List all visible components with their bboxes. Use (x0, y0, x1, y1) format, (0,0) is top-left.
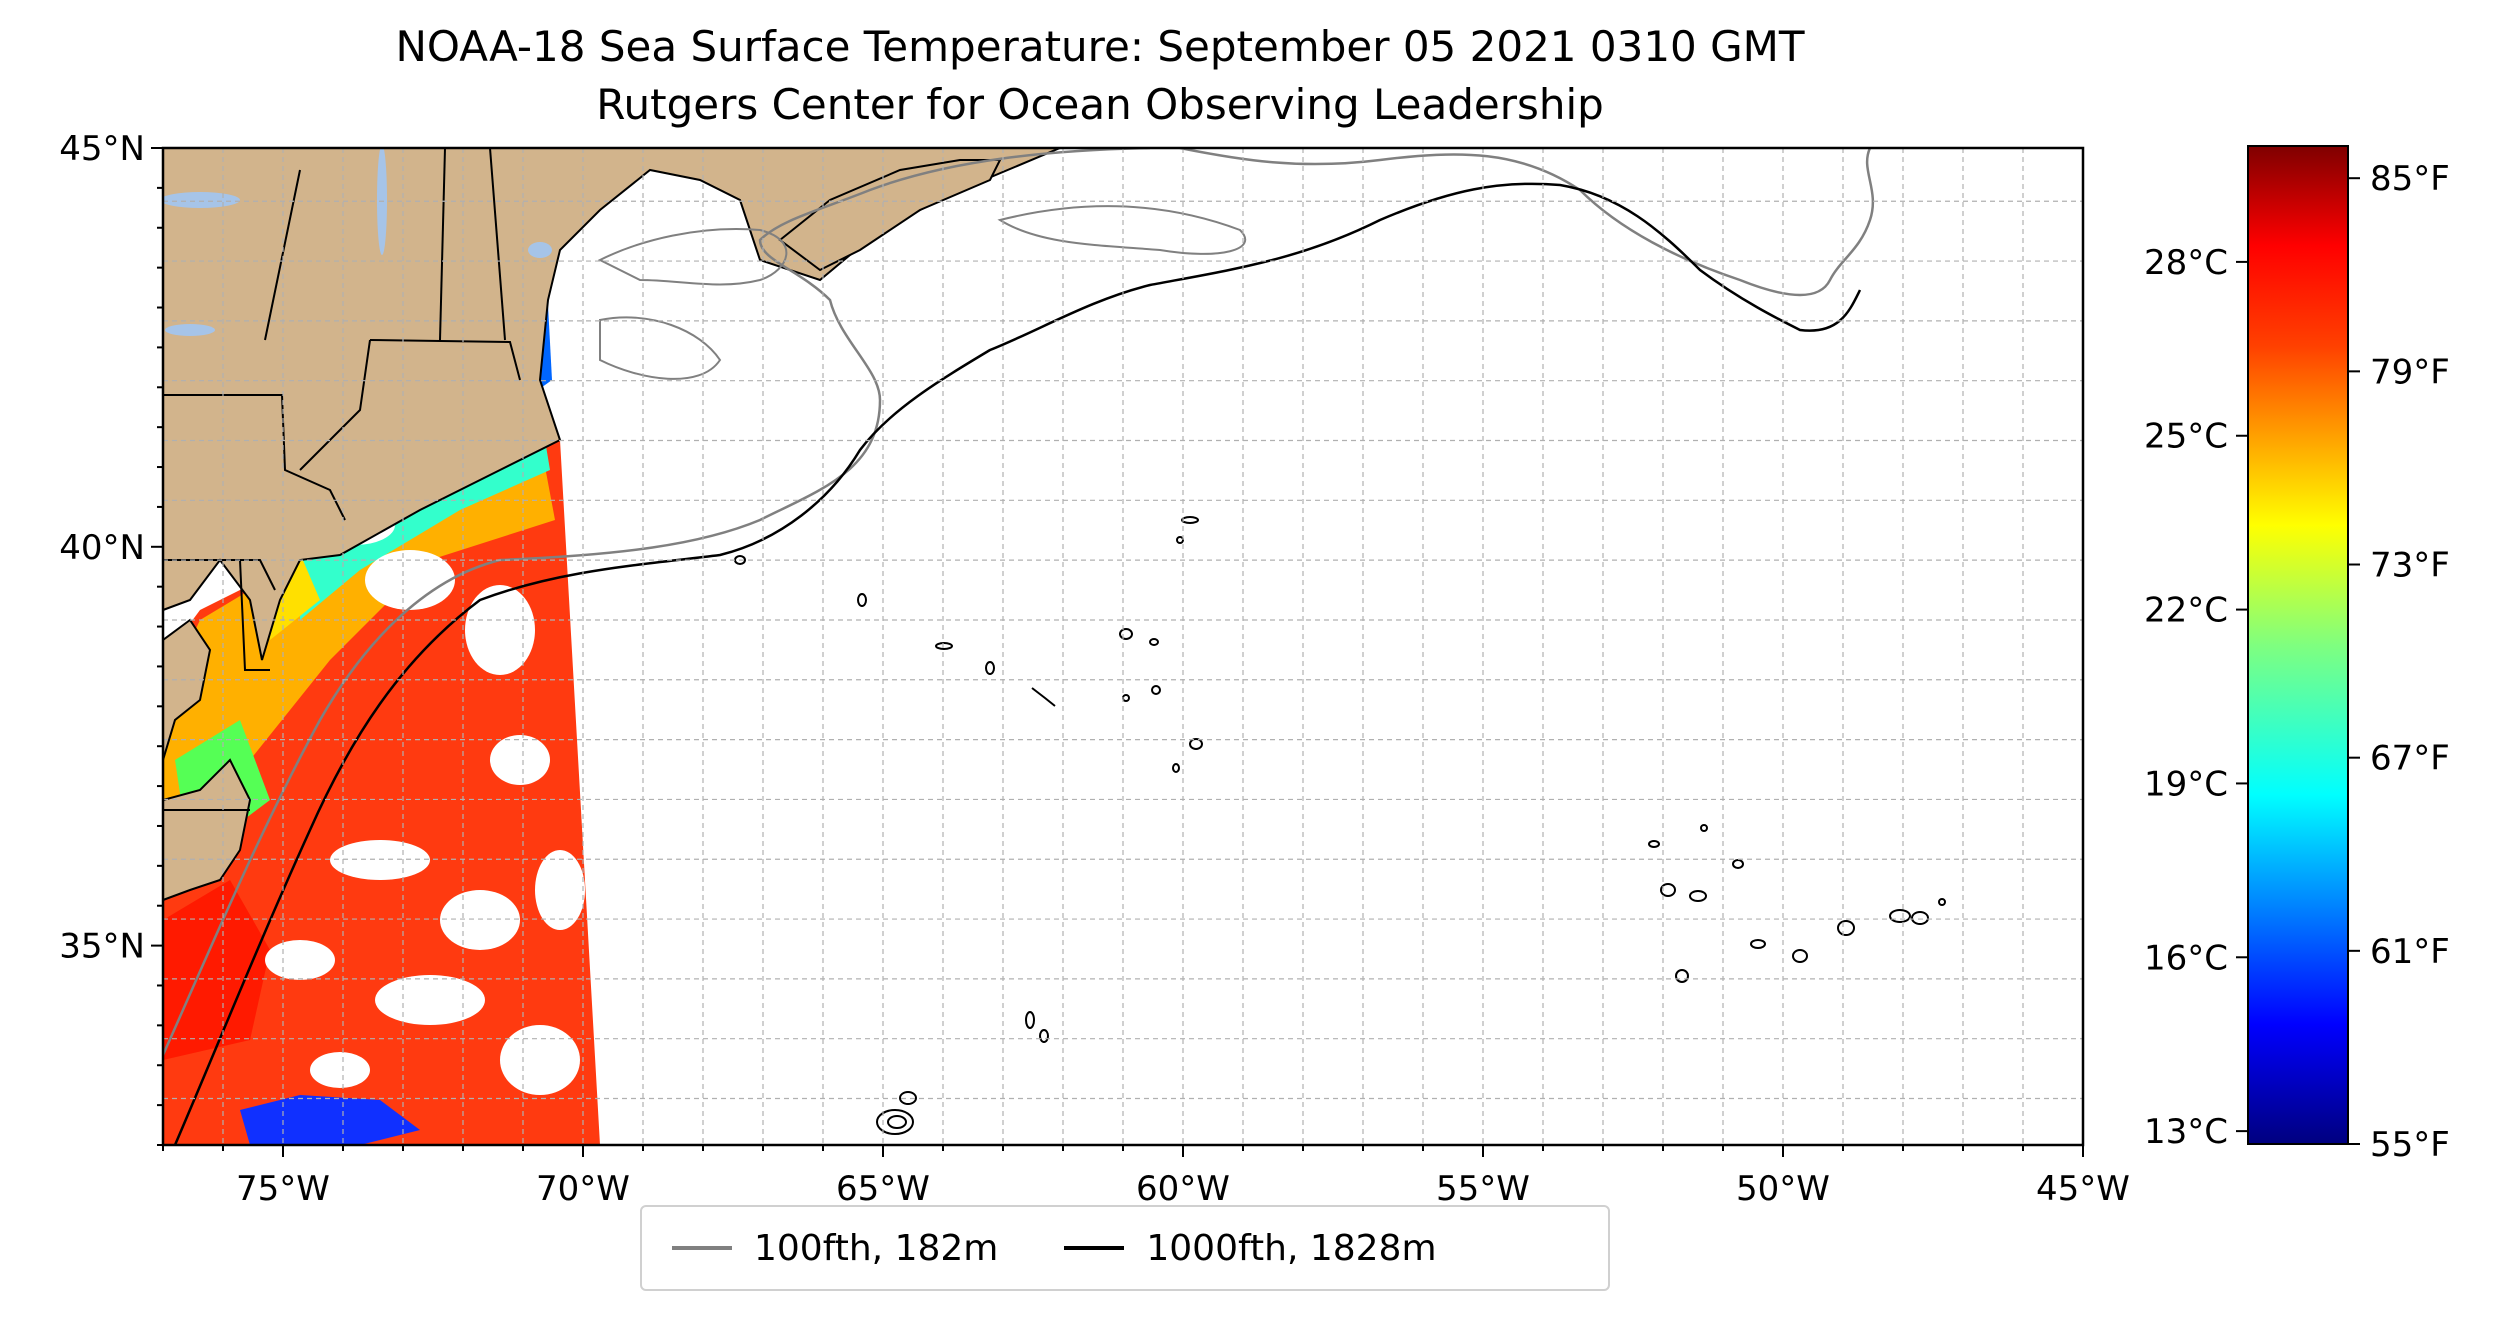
lon-tick-label: 75°W (236, 1169, 330, 1209)
colorbar-fahrenheit-label: 85°F (2370, 159, 2450, 199)
colorbar-fahrenheit-label: 61°F (2370, 932, 2450, 972)
legend-item-1000fth: 1000fth, 1828m (1064, 1227, 1437, 1269)
lon-tick-label: 50°W (1736, 1169, 1830, 1209)
colorbar (2247, 145, 2349, 1145)
lon-tick-label: 65°W (836, 1169, 930, 1209)
lat-tick-label: 45°N (59, 129, 145, 169)
legend-item-100fth: 100fth, 182m (672, 1228, 998, 1269)
legend-swatch-100fth (672, 1246, 732, 1250)
isobath-100fth-banks (597, 205, 1247, 380)
colorbar-celsius-label: 13°C (2144, 1112, 2228, 1152)
colorbar-celsius-label: 22°C (2144, 591, 2228, 631)
map-legend: 100fth, 182m 1000fth, 1828m (640, 1205, 1610, 1291)
lat-tick-label: 40°N (59, 528, 145, 568)
lon-tick-label: 70°W (536, 1169, 630, 1209)
colorbar-fahrenheit-label: 55°F (2370, 1125, 2450, 1165)
map-panel (163, 148, 2083, 1145)
legend-swatch-1000fth (1064, 1246, 1125, 1250)
map-title-line1: NOAA-18 Sea Surface Temperature: Septemb… (395, 22, 1805, 71)
seamounts (734, 516, 1946, 1135)
colorbar-fahrenheit-label: 79°F (2370, 352, 2450, 392)
longitude-axis: 75°W 70°W 65°W 60°W 55°W 50°W 45°W (162, 1145, 2130, 1209)
colorbar-fahrenheit-axis: 55°F 61°F 67°F 73°F 79°F 85°F (2348, 159, 2450, 1165)
land (163, 148, 1061, 902)
colorbar-fahrenheit-label: 67°F (2370, 739, 2450, 779)
legend-label-100fth: 100fth, 182m (754, 1227, 999, 1269)
colorbar-fahrenheit-label: 73°F (2370, 546, 2450, 586)
latitude-axis: 35°N 40°N 45°N (59, 129, 163, 1146)
lon-tick-label: 60°W (1136, 1169, 1230, 1209)
lon-tick-label: 55°W (1436, 1169, 1530, 1209)
colorbar-celsius-axis: 13°C 16°C 19°C 22°C 25°C 28°C (2144, 243, 2248, 1152)
isobath-1000fth (173, 182, 1862, 1145)
legend-label-1000fth: 1000fth, 1828m (1146, 1227, 1437, 1269)
state-borders (163, 148, 521, 811)
colorbar-celsius-label: 25°C (2144, 417, 2228, 457)
map-title-line2: Rutgers Center for Ocean Observing Leade… (596, 80, 1604, 129)
colorbar-celsius-label: 19°C (2144, 764, 2228, 804)
lat-tick-label: 35°N (59, 927, 145, 967)
colorbar-celsius-label: 28°C (2144, 243, 2228, 283)
lon-tick-label: 45°W (2036, 1169, 2130, 1209)
colorbar-celsius-label: 16°C (2144, 938, 2228, 978)
